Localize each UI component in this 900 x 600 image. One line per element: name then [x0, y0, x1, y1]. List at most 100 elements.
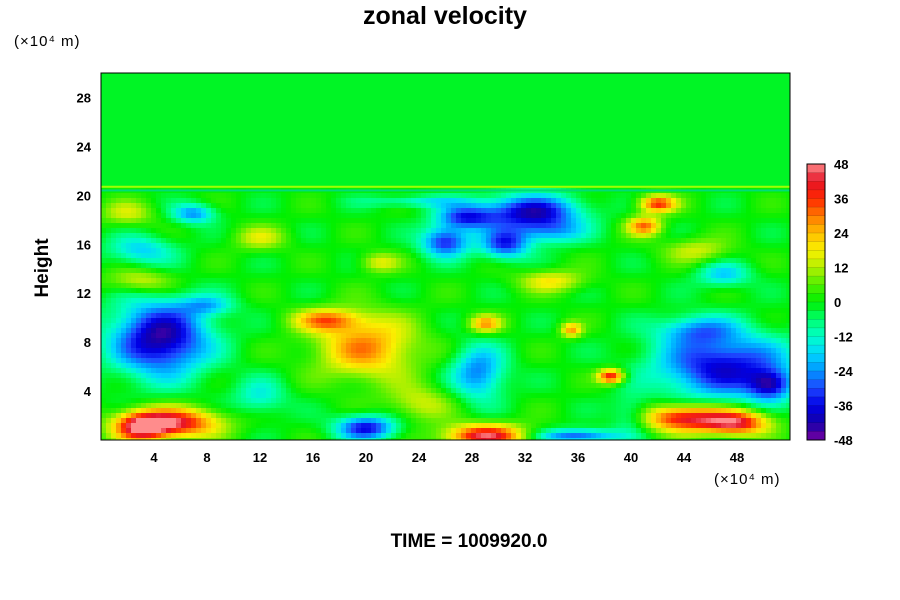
field-cell — [481, 103, 486, 108]
field-cell — [381, 238, 386, 243]
field-cell — [761, 233, 766, 238]
field-cell — [636, 243, 641, 248]
field-cell — [531, 198, 536, 203]
field-cell — [501, 148, 506, 153]
field-cell — [406, 163, 411, 168]
field-cell — [431, 168, 436, 173]
field-cell — [746, 183, 751, 188]
field-cell — [406, 178, 411, 183]
field-cell — [581, 173, 586, 178]
field-cell — [446, 113, 451, 118]
field-cell — [121, 198, 126, 203]
field-cell — [526, 198, 531, 203]
field-cell — [721, 153, 726, 158]
field-cell — [481, 93, 486, 98]
field-cell — [171, 228, 176, 233]
field-cell — [231, 208, 236, 213]
field-cell — [481, 193, 486, 198]
field-cell — [331, 218, 336, 223]
field-cell — [326, 248, 331, 253]
field-cell — [731, 133, 736, 138]
field-cell — [656, 148, 661, 153]
field-cell — [296, 148, 301, 153]
field-cell — [461, 108, 466, 113]
field-cell — [281, 163, 286, 168]
field-cell — [591, 228, 596, 233]
field-cell — [101, 208, 106, 213]
field-cell — [336, 158, 341, 163]
field-cell — [441, 73, 446, 78]
field-cell — [136, 73, 141, 78]
field-cell — [161, 173, 166, 178]
field-cell — [236, 118, 241, 123]
field-cell — [106, 203, 111, 208]
field-cell — [771, 113, 776, 118]
field-cell — [546, 83, 551, 88]
field-cell — [171, 208, 176, 213]
field-cell — [256, 178, 261, 183]
field-cell — [141, 78, 146, 83]
field-cell — [101, 233, 106, 238]
field-cell — [126, 73, 131, 78]
field-cell — [506, 88, 511, 93]
field-cell — [116, 83, 121, 88]
field-cell — [531, 208, 536, 213]
field-cell — [201, 208, 206, 213]
field-cell — [786, 213, 790, 218]
field-cell — [636, 198, 641, 203]
field-cell — [701, 88, 706, 93]
field-cell — [656, 248, 661, 253]
field-cell — [336, 128, 341, 133]
field-cell — [626, 168, 631, 173]
field-cell — [586, 233, 591, 238]
field-cell — [231, 158, 236, 163]
field-cell — [756, 163, 761, 168]
field-cell — [261, 103, 266, 108]
field-cell — [251, 123, 256, 128]
field-cell — [171, 98, 176, 103]
field-cell — [626, 103, 631, 108]
field-cell — [596, 158, 601, 163]
field-cell — [371, 148, 376, 153]
field-cell — [321, 103, 326, 108]
field-cell — [161, 128, 166, 133]
field-cell — [616, 83, 621, 88]
field-cell — [221, 148, 226, 153]
field-cell — [576, 173, 581, 178]
field-cell — [346, 123, 351, 128]
field-cell — [401, 213, 406, 218]
field-cell — [701, 243, 706, 248]
field-cell — [591, 203, 596, 208]
field-cell — [231, 83, 236, 88]
field-cell — [306, 123, 311, 128]
field-cell — [686, 223, 691, 228]
field-cell — [216, 243, 221, 248]
field-cell — [731, 128, 736, 133]
field-cell — [391, 223, 396, 228]
field-cell — [691, 143, 696, 148]
field-cell — [496, 113, 501, 118]
field-cell — [351, 133, 356, 138]
field-cell — [491, 193, 496, 198]
field-cell — [566, 228, 571, 233]
field-cell — [436, 118, 441, 123]
field-cell — [666, 73, 671, 78]
field-cell — [476, 98, 481, 103]
field-cell — [271, 133, 276, 138]
field-cell — [176, 83, 181, 88]
field-cell — [186, 243, 191, 248]
field-cell — [236, 138, 241, 143]
field-cell — [231, 218, 236, 223]
field-cell — [666, 183, 671, 188]
field-cell — [616, 138, 621, 143]
field-cell — [111, 243, 116, 248]
field-cell — [271, 168, 276, 173]
field-cell — [536, 88, 541, 93]
field-cell — [136, 203, 141, 208]
field-cell — [116, 133, 121, 138]
field-cell — [391, 108, 396, 113]
field-cell — [151, 233, 156, 238]
field-cell — [406, 173, 411, 178]
field-cell — [551, 78, 556, 83]
field-cell — [366, 203, 371, 208]
